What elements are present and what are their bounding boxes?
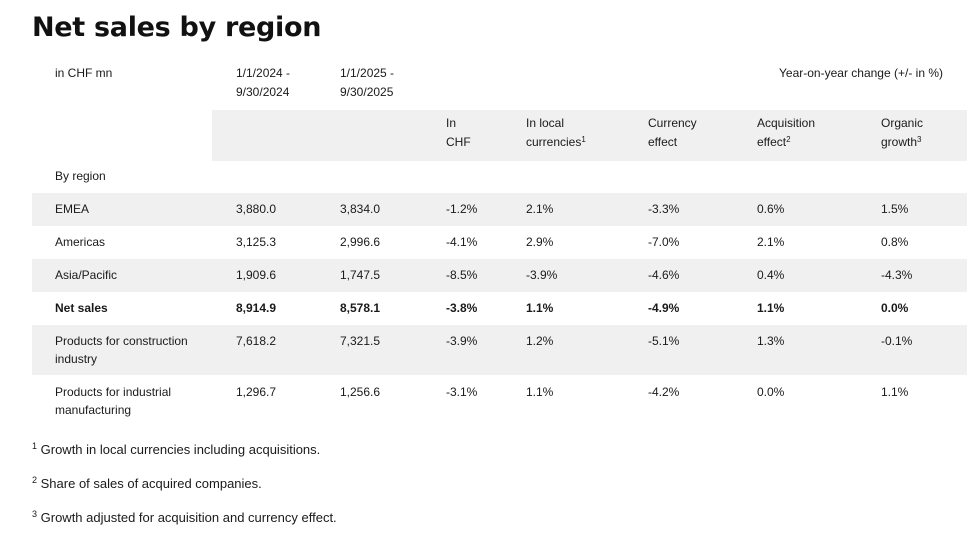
col-header-currency: Currency effect xyxy=(648,114,697,152)
period-2024-header: 1/1/2024 - 9/30/2024 xyxy=(236,64,290,102)
footnote-text: Growth adjusted for acquisition and curr… xyxy=(40,510,337,525)
col-header-currency-line2: effect xyxy=(648,135,678,149)
value-2025: 8,578.1 xyxy=(340,301,381,315)
table-row: Asia/Pacific 1,909.6 1,747.5 -8.5% -3.9%… xyxy=(32,259,967,292)
col-header-organic-line2: growth3 xyxy=(881,135,922,149)
acquisition-effect: 2.1% xyxy=(757,235,785,249)
row-label-line2: manufacturing xyxy=(55,403,132,417)
footnote-number: 2 xyxy=(32,475,38,485)
acquisition-effect: 1.1% xyxy=(757,301,785,315)
footnote-ref-2: 2 xyxy=(786,135,791,144)
row-label: Asia/Pacific xyxy=(55,268,118,282)
organic-growth: 1.1% xyxy=(881,385,909,399)
acquisition-effect: 0.0% xyxy=(757,385,785,399)
section-label: By region xyxy=(55,169,106,183)
value-2025: 7,321.5 xyxy=(340,334,381,348)
change-chf: -3.8% xyxy=(446,301,478,315)
row-label: Americas xyxy=(55,235,106,249)
value-2024: 1,909.6 xyxy=(236,268,277,282)
acquisition-effect: 1.3% xyxy=(757,334,785,348)
change-local: 1.2% xyxy=(526,334,554,348)
col-header-chf-line2: CHF xyxy=(446,135,471,149)
col-header-chf: In CHF xyxy=(446,114,471,152)
change-local: 1.1% xyxy=(526,385,554,399)
value-2025: 3,834.0 xyxy=(340,202,381,216)
table-row-total: Net sales 8,914.9 8,578.1 -3.8% 1.1% -4.… xyxy=(32,292,967,325)
col-header-local-line2: currencies1 xyxy=(526,135,586,149)
col-header-currency-line1: Currency xyxy=(648,116,697,130)
footnote: 3 Growth adjusted for acquisition and cu… xyxy=(32,509,337,526)
value-2024: 7,618.2 xyxy=(236,334,277,348)
currency-effect: -3.3% xyxy=(648,202,680,216)
change-local: 2.1% xyxy=(526,202,554,216)
change-chf: -8.5% xyxy=(446,268,478,282)
period-2025-line1: 1/1/2025 - xyxy=(340,66,395,80)
organic-growth: 0.0% xyxy=(881,301,909,315)
change-chf: -1.2% xyxy=(446,202,478,216)
unit-label: in CHF mn xyxy=(55,66,113,80)
value-2024: 3,125.3 xyxy=(236,235,277,249)
row-label-line2: industry xyxy=(55,352,98,366)
value-2024: 1,296.7 xyxy=(236,385,277,399)
acquisition-effect: 0.4% xyxy=(757,268,785,282)
footnote-number: 3 xyxy=(32,509,38,519)
header-band xyxy=(212,110,967,161)
table-row: Products for construction industry 7,618… xyxy=(32,325,967,375)
row-label: EMEA xyxy=(55,202,90,216)
change-local: 1.1% xyxy=(526,301,554,315)
change-local: -3.9% xyxy=(526,268,558,282)
organic-growth: 1.5% xyxy=(881,202,909,216)
footnote-text: Growth in local currencies including acq… xyxy=(40,442,321,457)
table-row: Americas 3,125.3 2,996.6 -4.1% 2.9% -7.0… xyxy=(32,226,967,259)
yoy-change-label: Year-on-year change (+/- in %) xyxy=(779,66,943,80)
row-label-line1: Products for industrial xyxy=(55,385,172,399)
value-2024: 3,880.0 xyxy=(236,202,277,216)
table-row: Products for industrial manufacturing 1,… xyxy=(32,375,967,425)
currency-effect: -5.1% xyxy=(648,334,680,348)
currency-effect: -4.2% xyxy=(648,385,680,399)
footnote-ref-1: 1 xyxy=(581,135,586,144)
change-local: 2.9% xyxy=(526,235,554,249)
currency-effect: -4.6% xyxy=(648,268,680,282)
change-chf: -4.1% xyxy=(446,235,478,249)
row-label: Products for construction industry xyxy=(55,332,188,368)
col-header-acquisition-line2: effect2 xyxy=(757,135,791,149)
page-title: Net sales by region xyxy=(32,12,322,43)
col-header-acquisition: Acquisition effect2 xyxy=(757,114,815,152)
value-2025: 2,996.6 xyxy=(340,235,381,249)
footnote-ref-3: 3 xyxy=(917,135,922,144)
col-header-acquisition-line1: Acquisition xyxy=(757,116,816,130)
organic-growth: -0.1% xyxy=(881,334,913,348)
change-chf: -3.9% xyxy=(446,334,478,348)
col-header-organic-line1: Organic xyxy=(881,116,924,130)
period-2025-line2: 9/30/2025 xyxy=(340,85,394,99)
col-header-organic: Organic growth3 xyxy=(881,114,923,152)
row-label: Products for industrial manufacturing xyxy=(55,383,171,419)
acquisition-effect: 0.6% xyxy=(757,202,785,216)
organic-growth: 0.8% xyxy=(881,235,909,249)
col-header-local-line1: In local xyxy=(526,116,565,130)
period-2024-line1: 1/1/2024 - xyxy=(236,66,291,80)
row-label-line1: Products for construction xyxy=(55,334,188,348)
col-header-chf-line1: In xyxy=(446,116,457,130)
footnote: 1 Growth in local currencies including a… xyxy=(32,441,321,458)
footnote-text: Share of sales of acquired companies. xyxy=(40,476,262,491)
organic-growth: -4.3% xyxy=(881,268,913,282)
col-header-local: In local currencies1 xyxy=(526,114,586,152)
change-chf: -3.1% xyxy=(446,385,478,399)
table-row: EMEA 3,880.0 3,834.0 -1.2% 2.1% -3.3% 0.… xyxy=(32,193,967,226)
footnote-number: 1 xyxy=(32,441,38,451)
currency-effect: -4.9% xyxy=(648,301,680,315)
footnote: 2 Share of sales of acquired companies. xyxy=(32,475,262,492)
value-2024: 8,914.9 xyxy=(236,301,277,315)
currency-effect: -7.0% xyxy=(648,235,680,249)
row-label: Net sales xyxy=(55,301,108,315)
value-2025: 1,256.6 xyxy=(340,385,381,399)
value-2025: 1,747.5 xyxy=(340,268,381,282)
period-2025-header: 1/1/2025 - 9/30/2025 xyxy=(340,64,394,102)
period-2024-line2: 9/30/2024 xyxy=(236,85,290,99)
